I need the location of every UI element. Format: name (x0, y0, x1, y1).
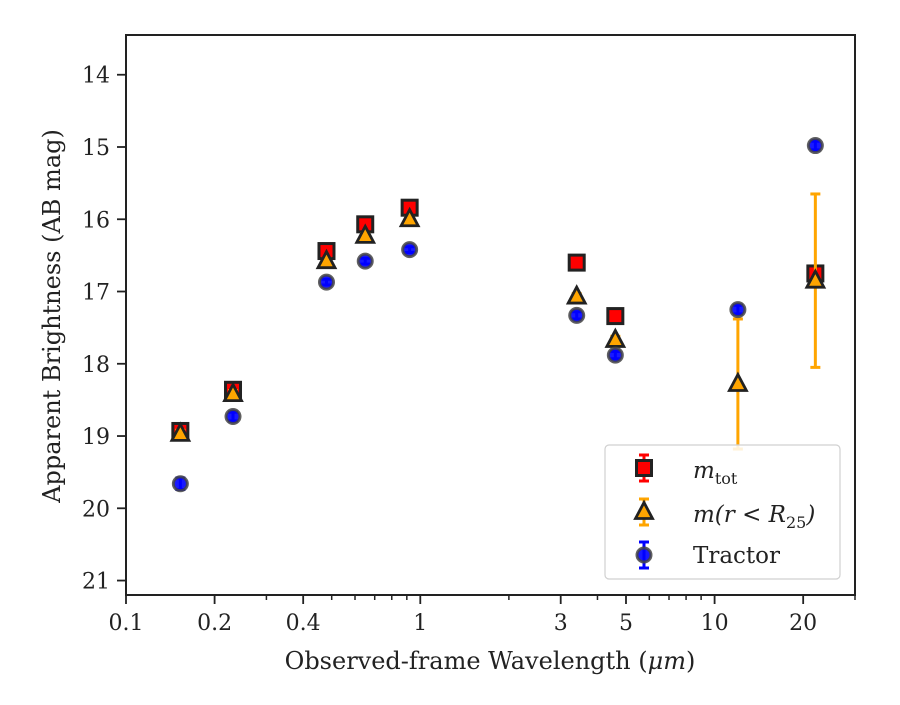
tractor-marker (401, 241, 419, 259)
mr25-marker (315, 248, 338, 270)
mr25-point (604, 327, 627, 348)
mr25-marker (222, 381, 244, 403)
legend-markers (633, 453, 655, 570)
tractor-marker (356, 252, 374, 270)
y-tick-label: 17 (82, 281, 110, 306)
series-tractor (171, 137, 824, 493)
tractor-marker (806, 137, 824, 155)
tractor-marker (606, 346, 624, 364)
x-tick-label: 0.4 (286, 611, 321, 636)
tractor-point (806, 137, 824, 155)
y-tick-label: 16 (82, 208, 110, 233)
legend-mr25-marker (633, 499, 655, 520)
y-tick-label: 20 (82, 497, 110, 522)
y-axis-ticks: 14 15 16 17 18 19 20 21 (82, 64, 126, 595)
y-axis-label: Apparent Brightness (AB mag) (38, 129, 66, 504)
y-tick-label: 14 (82, 64, 110, 89)
x-axis-ticks: 0.1 0.2 0.4 1 3 5 10 20 (109, 595, 817, 636)
mr25-point (169, 421, 192, 442)
tractor-point (224, 408, 242, 426)
mr25-point (222, 381, 244, 403)
y-tick-label: 18 (82, 353, 110, 378)
y-tick-label: 15 (82, 136, 110, 161)
tractor-point (356, 252, 374, 270)
tractor-marker (729, 301, 747, 319)
mr25-marker (565, 284, 588, 305)
tractor-point (171, 475, 189, 493)
x-tick-label: 5 (619, 611, 633, 636)
mr25-point (727, 317, 749, 451)
mr25-marker (727, 371, 749, 392)
y-tick-label: 19 (82, 425, 110, 450)
mr25-marker (804, 268, 827, 289)
mr25-point (354, 223, 377, 244)
tractor-marker (568, 306, 586, 324)
legend: mtot m(r < R25) Tractor (604, 444, 841, 580)
mr25-marker (169, 421, 192, 442)
tractor-point (317, 273, 335, 291)
x-tick-label: 3 (554, 611, 568, 636)
legend-label-m-r25: m(r < R25) (693, 502, 815, 532)
mtot-point (606, 307, 625, 326)
tractor-marker (171, 475, 189, 493)
mr25-marker (398, 206, 421, 228)
mtot-point (567, 253, 586, 272)
plot-frame (125, 34, 856, 596)
mr25-point (565, 284, 588, 305)
legend-tractor-marker (635, 546, 653, 564)
mr25-marker (354, 223, 377, 244)
x-tick-label: 1 (413, 611, 427, 636)
tractor-marker (317, 273, 335, 291)
legend-label-tractor: Tractor (693, 543, 780, 569)
legend-box (604, 444, 841, 580)
x-tick-label: 0.1 (109, 611, 144, 636)
x-tick-label: 20 (789, 611, 817, 636)
tractor-point (606, 346, 624, 364)
tractor-point (568, 306, 586, 324)
mtot-marker (567, 253, 586, 272)
mr25-point (804, 192, 827, 369)
tractor-point (729, 301, 747, 319)
data-series (169, 137, 827, 493)
mr25-marker (604, 327, 627, 348)
legend-label-mtot: mtot (693, 458, 738, 488)
x-tick-label: 10 (701, 611, 729, 636)
series-mr25 (169, 192, 827, 451)
mtot-marker (606, 307, 625, 326)
y-tick-label: 21 (82, 570, 110, 595)
tractor-point (401, 241, 419, 259)
x-tick-label: 0.2 (197, 611, 232, 636)
legend-mtot-marker (635, 459, 653, 477)
mr25-point (315, 248, 338, 270)
tractor-marker (224, 408, 242, 426)
mr25-point (398, 206, 421, 228)
x-axis-label: Observed-frame Wavelength (μm) (285, 647, 696, 675)
